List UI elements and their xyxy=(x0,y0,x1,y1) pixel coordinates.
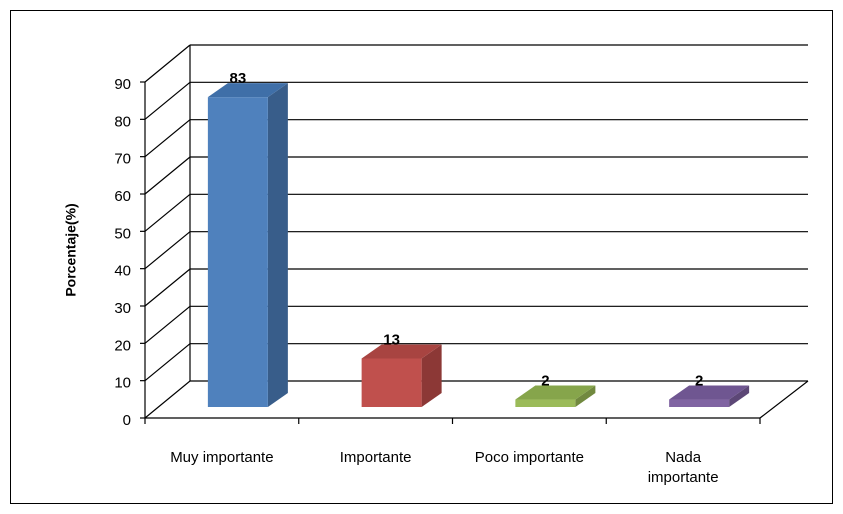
grid-line-side xyxy=(144,268,191,307)
x-tick-label: Muy importante xyxy=(170,449,274,466)
y-tick-label: 70 xyxy=(114,151,131,168)
grid-line-side xyxy=(144,380,191,419)
data-label: 83 xyxy=(230,70,247,87)
y-tick-label: 10 xyxy=(114,375,131,392)
y-tick-label: 0 xyxy=(123,412,131,429)
data-label: 13 xyxy=(383,331,400,348)
y-tick-label: 60 xyxy=(114,188,131,205)
y-axis-title: Porcentaje(%) xyxy=(63,203,79,296)
bar-top xyxy=(361,344,442,359)
chart-border xyxy=(10,10,833,504)
bar xyxy=(669,399,730,407)
bar xyxy=(361,358,422,407)
data-label: 2 xyxy=(695,373,703,390)
bar-top xyxy=(669,385,750,400)
grid-line-side xyxy=(144,305,191,344)
y-tick-label: 80 xyxy=(114,113,131,130)
floor-right xyxy=(759,380,809,419)
x-tick-label: Nada importante xyxy=(647,449,719,486)
y-tick-label: 30 xyxy=(114,300,131,317)
bar-top xyxy=(515,385,596,400)
data-label: 2 xyxy=(541,373,549,390)
x-tick-label: Poco importante xyxy=(474,449,584,466)
bar xyxy=(515,399,576,407)
grid-line-side xyxy=(144,193,191,232)
grid-line-side xyxy=(144,156,191,195)
y-tick-label: 90 xyxy=(114,76,131,93)
bar-top xyxy=(207,83,288,98)
y-tick-label: 40 xyxy=(114,263,131,280)
bar-side xyxy=(729,385,750,407)
bar-side xyxy=(421,344,442,407)
grid-line-side xyxy=(144,343,191,382)
grid-line-side xyxy=(144,119,191,158)
grid-line-side xyxy=(144,81,191,120)
grid-line-side xyxy=(144,44,191,83)
bar xyxy=(207,97,268,407)
x-tick-label: Importante xyxy=(339,449,412,466)
bar-side xyxy=(575,385,596,407)
y-tick-label: 20 xyxy=(114,337,131,354)
bar-side xyxy=(267,83,288,407)
grid-line-side xyxy=(144,231,191,270)
y-tick-label: 50 xyxy=(114,225,131,242)
